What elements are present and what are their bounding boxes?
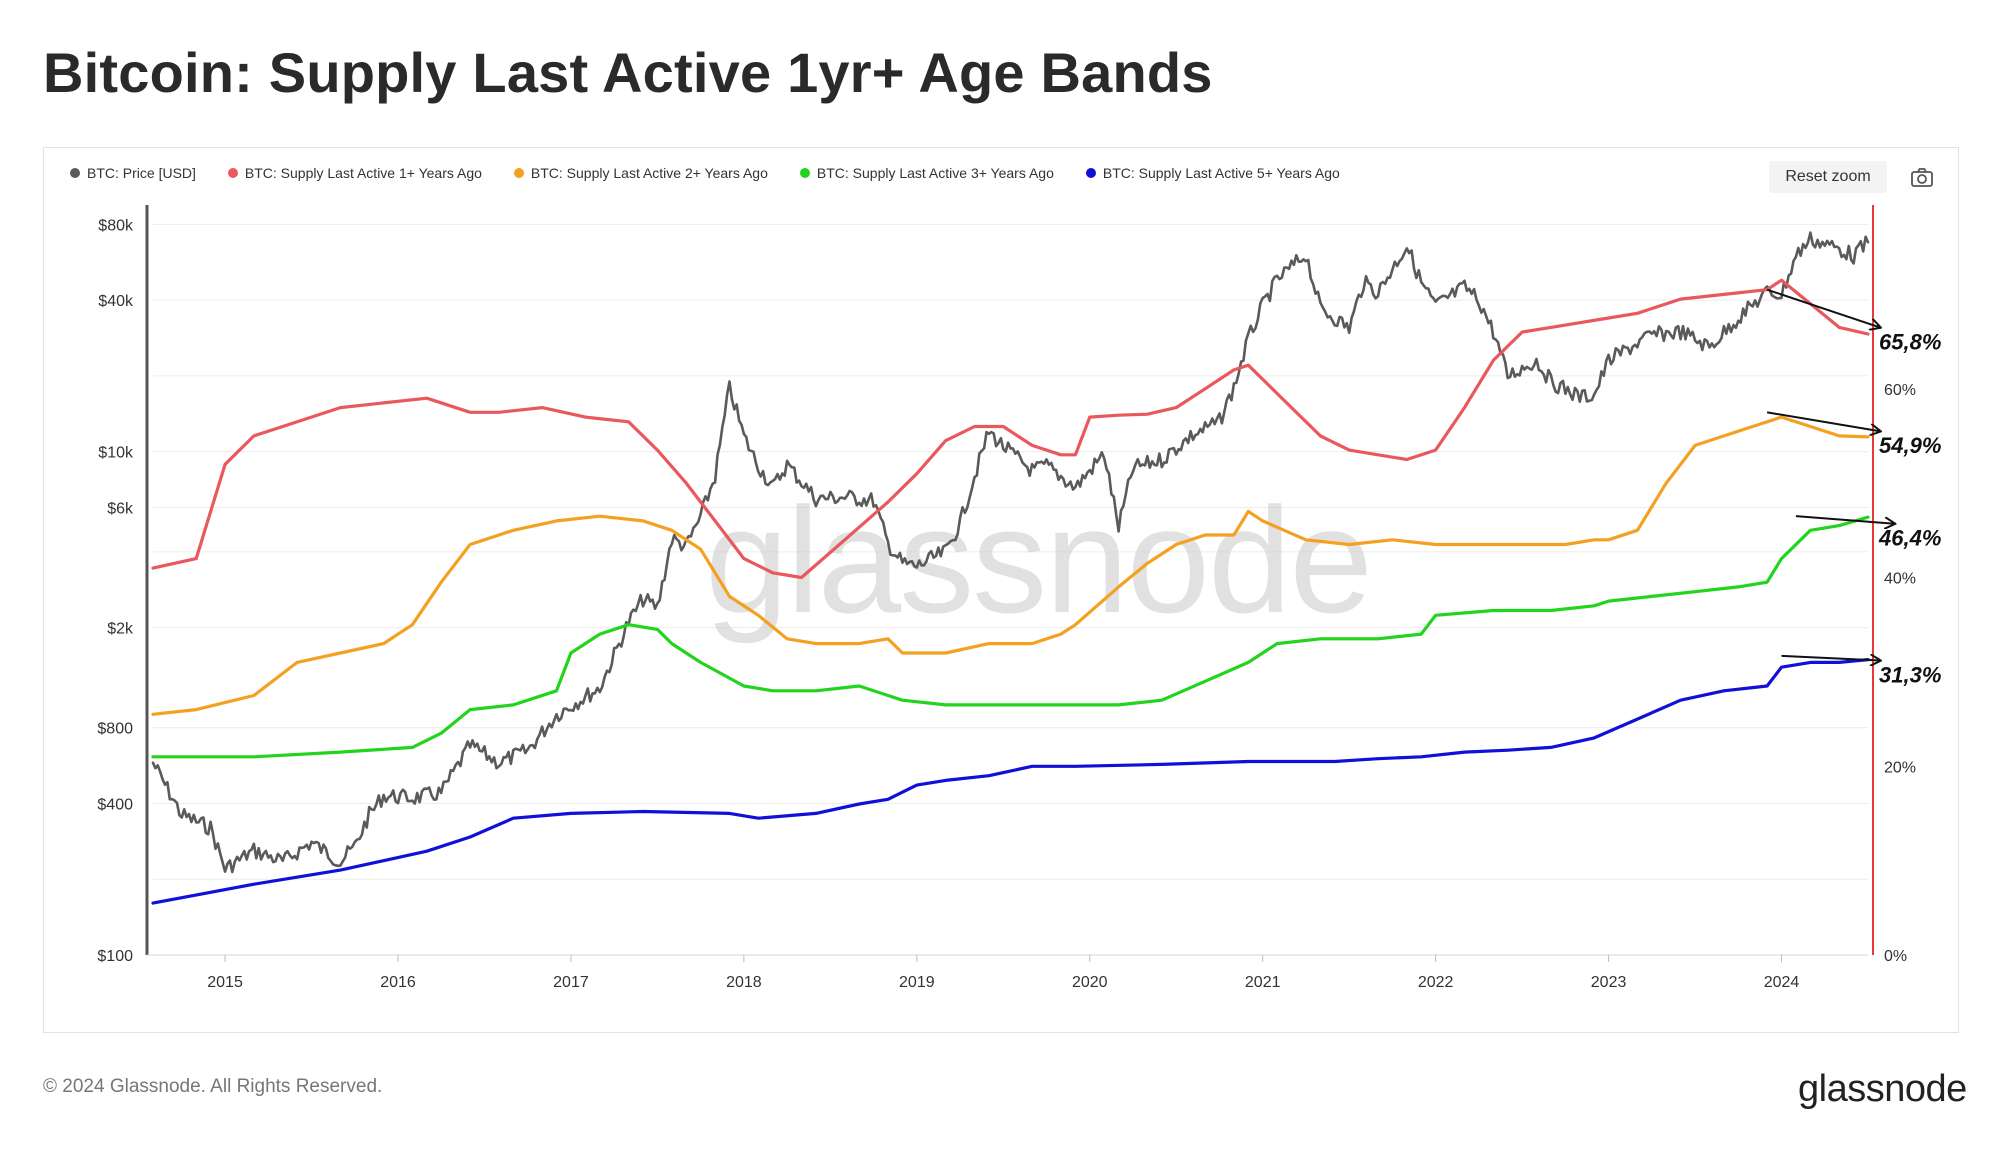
series-layer — [151, 231, 1870, 905]
y-left-tick-label: $2k — [107, 621, 134, 638]
series-line-4[interactable] — [151, 658, 1870, 905]
y-left-tick-label: $6k — [107, 500, 134, 517]
y-left-tick-label: $100 — [97, 948, 133, 965]
legend-item-price[interactable]: BTC: Price [USD] — [70, 165, 196, 181]
legend-dot-2y — [513, 168, 524, 178]
legend-item-1y[interactable]: BTC: Supply Last Active 1+ Years Ago — [227, 165, 482, 181]
camera-icon[interactable] — [1909, 165, 1935, 189]
annotation-arrow — [1781, 656, 1880, 661]
page-title: Bitcoin: Supply Last Active 1yr+ Age Ban… — [43, 41, 1213, 104]
annotation-label-0: 65,8% — [1879, 329, 1941, 354]
legend-dot-5y — [1085, 168, 1096, 178]
y-left-tick-label: $800 — [97, 721, 133, 738]
legend-label-1y: BTC: Supply Last Active 1+ Years Ago — [244, 165, 482, 181]
series-line-0[interactable] — [151, 231, 1870, 874]
axes-layer: $80k $40k $10k $6k $2k $800 $400 $100 60% 40% 20% 0… — [97, 205, 1916, 991]
watermark: glassnode — [705, 476, 1371, 644]
y-left-tick-label: $80k — [98, 217, 134, 234]
reset-zoom-button[interactable]: Reset zoom — [1769, 161, 1887, 193]
legend-item-5y[interactable]: BTC: Supply Last Active 5+ Years Ago — [1085, 165, 1340, 181]
chart-card — [43, 147, 1959, 1033]
annotation-arrow — [1766, 288, 1880, 328]
x-tick-label: 2016 — [380, 974, 416, 991]
y-left-tick-label: $10k — [98, 445, 134, 462]
x-tick-label: 2018 — [726, 974, 762, 991]
series-line-1[interactable] — [151, 278, 1870, 580]
y-right-tick-label: 60% — [1884, 382, 1916, 399]
y-left-tick-label: $400 — [97, 796, 133, 813]
series-line-3[interactable] — [151, 515, 1870, 759]
legend-label-3y: BTC: Supply Last Active 3+ Years Ago — [816, 165, 1054, 181]
series-line-2[interactable] — [151, 415, 1870, 716]
x-tick-label: 2020 — [1072, 974, 1108, 991]
grid-layer — [153, 223, 1868, 880]
annotation-label-2: 46,4% — [1878, 526, 1941, 551]
y-left-tick-label: $40k — [98, 293, 134, 310]
legend-label-2y: BTC: Supply Last Active 2+ Years Ago — [530, 165, 768, 181]
x-tick-label: 2021 — [1245, 974, 1281, 991]
brand-logo: glassnode — [1798, 1068, 1967, 1110]
y-right-tick-label: 40% — [1884, 571, 1916, 588]
annotation-layer: 65,8% 54,9% 46,4% 31,3% — [1766, 288, 1941, 688]
x-tick-label: 2015 — [207, 974, 243, 991]
copyright-text: © 2024 Glassnode. All Rights Reserved. — [43, 1076, 383, 1097]
x-tick-label: 2019 — [899, 974, 935, 991]
chart-legend: BTC: Price [USD] BTC: Supply Last Active… — [70, 163, 1340, 183]
legend-dot-price — [70, 168, 80, 178]
legend-dot-3y — [799, 168, 810, 178]
x-tick-label: 2022 — [1418, 974, 1454, 991]
y-right-tick-label: 20% — [1884, 759, 1916, 776]
annotation-label-3: 31,3% — [1879, 663, 1941, 688]
legend-label-price: BTC: Price [USD] — [87, 165, 196, 181]
x-tick-label: 2024 — [1764, 974, 1800, 991]
annotation-label-1: 54,9% — [1879, 433, 1941, 458]
x-tick-label: 2023 — [1591, 974, 1627, 991]
legend-item-3y[interactable]: BTC: Supply Last Active 3+ Years Ago — [799, 165, 1054, 181]
x-tick-label: 2017 — [553, 974, 589, 991]
legend-dot-1y — [227, 168, 238, 178]
annotation-arrow — [1795, 515, 1894, 524]
annotation-arrow — [1766, 411, 1880, 431]
legend-item-2y[interactable]: BTC: Supply Last Active 2+ Years Ago — [513, 165, 768, 181]
y-right-tick-label: 0% — [1884, 948, 1907, 965]
legend-label-5y: BTC: Supply Last Active 5+ Years Ago — [1102, 165, 1340, 181]
